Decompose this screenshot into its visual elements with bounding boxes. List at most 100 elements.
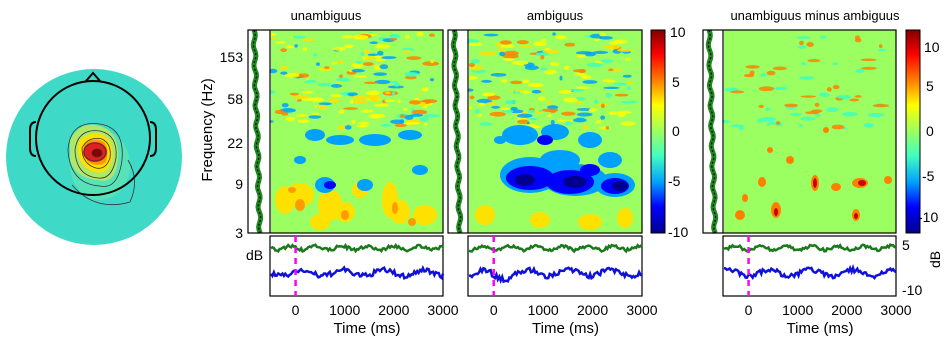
heatmap-cell bbox=[422, 99, 438, 104]
heatmap-cell bbox=[826, 107, 839, 113]
heatmap-cell bbox=[805, 111, 820, 115]
heatmap-cell bbox=[613, 82, 627, 86]
heatmap-cell bbox=[616, 48, 633, 52]
heatmap-cell bbox=[529, 117, 538, 121]
heatmap-cell bbox=[598, 152, 622, 168]
heatmap-cell bbox=[563, 176, 587, 188]
heatmap-cell bbox=[832, 84, 840, 90]
trace-label-db: dB bbox=[246, 247, 263, 263]
heatmap-cell bbox=[389, 80, 398, 84]
heatmap-cell bbox=[409, 113, 424, 117]
y-axis-label: Frequency (Hz) bbox=[199, 78, 216, 181]
heatmap-cell bbox=[860, 58, 877, 62]
heatmap-cell bbox=[766, 122, 771, 126]
heatmap-cell bbox=[537, 135, 553, 145]
heatmap-cell bbox=[281, 102, 289, 108]
heatmap-cell bbox=[481, 92, 496, 97]
heatmap-cell bbox=[387, 85, 405, 89]
heatmap-cell bbox=[392, 202, 398, 214]
heatmap-cell bbox=[860, 66, 877, 70]
heatmap-cell bbox=[294, 156, 306, 164]
heatmap-cell bbox=[368, 113, 386, 119]
heatmap-cell bbox=[624, 58, 632, 61]
heatmap-cell bbox=[332, 47, 346, 51]
heatmap-cell bbox=[814, 102, 820, 107]
heatmap-cell bbox=[352, 34, 369, 40]
heatmap-cell bbox=[483, 33, 499, 37]
heatmap-cell bbox=[279, 65, 288, 71]
heatmap-cell bbox=[467, 42, 483, 47]
heatmap-cell bbox=[600, 59, 614, 63]
heatmap-cell bbox=[531, 89, 542, 94]
heatmap-cell bbox=[510, 106, 518, 111]
panels: 0 1000 2000 3000 Time (ms) 0 1000 2000 3000 Time … bbox=[247, 29, 912, 337]
heatmap-cell bbox=[474, 109, 480, 114]
heatmap-cell bbox=[370, 95, 376, 101]
heatmap-cell bbox=[564, 65, 570, 70]
colorbar-tick: 10 bbox=[924, 39, 940, 55]
heatmap-cell bbox=[564, 42, 576, 47]
heatmap-cell bbox=[745, 65, 760, 69]
heatmap-cell bbox=[339, 74, 343, 79]
spectrum-curve bbox=[450, 29, 464, 234]
heatmap-cell bbox=[330, 84, 343, 88]
heatmap-cell bbox=[502, 58, 516, 61]
heatmap-cell bbox=[543, 69, 558, 75]
heatmap-cell bbox=[347, 92, 358, 97]
x-tick-label: 0 bbox=[745, 302, 753, 318]
heatmap-cell bbox=[403, 108, 408, 112]
heatmap-cell bbox=[617, 208, 633, 228]
heatmap-cell bbox=[351, 68, 365, 73]
heatmap-cell bbox=[773, 86, 788, 91]
heatmap-cell bbox=[738, 126, 744, 131]
heatmap-cell bbox=[301, 90, 313, 94]
heatmap-cell bbox=[312, 53, 318, 57]
heatmap-cell bbox=[367, 53, 379, 56]
x-axis-label: Time (ms) bbox=[334, 320, 401, 337]
heatmap-cell bbox=[297, 73, 310, 78]
heatmap-cell bbox=[758, 177, 766, 187]
heatmap-cell bbox=[288, 187, 296, 193]
heatmap-cell bbox=[594, 98, 599, 104]
heatmap-cell bbox=[495, 42, 502, 47]
heatmap-cell bbox=[538, 109, 542, 113]
heatmap-cell bbox=[730, 90, 745, 94]
heatmap-cell bbox=[480, 79, 493, 83]
heatmap-cell bbox=[422, 61, 440, 66]
heatmap-cell bbox=[500, 78, 508, 83]
heatmap-cell bbox=[419, 101, 426, 107]
colorbar-2: 10 5 0 -5 -10 bbox=[905, 29, 940, 234]
heatmap-cell bbox=[540, 54, 545, 60]
heatmap-cell bbox=[343, 107, 359, 110]
heatmap-cell bbox=[799, 40, 804, 46]
heatmap-cell bbox=[547, 100, 551, 105]
panel-title: ambiguus bbox=[527, 8, 584, 23]
heatmap-cell bbox=[373, 66, 381, 71]
heatmap-cell bbox=[867, 112, 885, 118]
heatmap-cell bbox=[826, 87, 832, 92]
heatmap-cell bbox=[582, 80, 598, 84]
heatmap-cell bbox=[494, 136, 506, 144]
heatmap-cell bbox=[586, 62, 603, 68]
heatmap-cell bbox=[578, 214, 602, 230]
heatmap-cell bbox=[357, 179, 373, 191]
heatmap-cell bbox=[331, 61, 338, 65]
heatmap-cell bbox=[295, 114, 309, 117]
heatmap-cell bbox=[884, 176, 892, 184]
heatmap-cell bbox=[294, 44, 298, 48]
heatmap-cell bbox=[359, 134, 391, 146]
heatmap-cell bbox=[800, 95, 817, 98]
heatmap-cell bbox=[408, 218, 416, 226]
x-axis-label: Time (ms) bbox=[787, 320, 854, 337]
heatmap-cell bbox=[595, 119, 602, 124]
heatmap-cell bbox=[470, 65, 484, 71]
heatmap-cell bbox=[323, 66, 330, 70]
y-tick-label: 9 bbox=[235, 176, 243, 192]
heatmap-cell bbox=[599, 32, 606, 37]
heatmap-cell bbox=[547, 113, 552, 118]
panel-1: 0 1000 2000 3000 Time (ms) bbox=[247, 29, 459, 337]
heatmap-cell bbox=[310, 214, 330, 230]
heatmap-cell bbox=[807, 59, 821, 63]
trace-frame bbox=[467, 235, 643, 297]
heatmap-cell bbox=[491, 105, 501, 109]
